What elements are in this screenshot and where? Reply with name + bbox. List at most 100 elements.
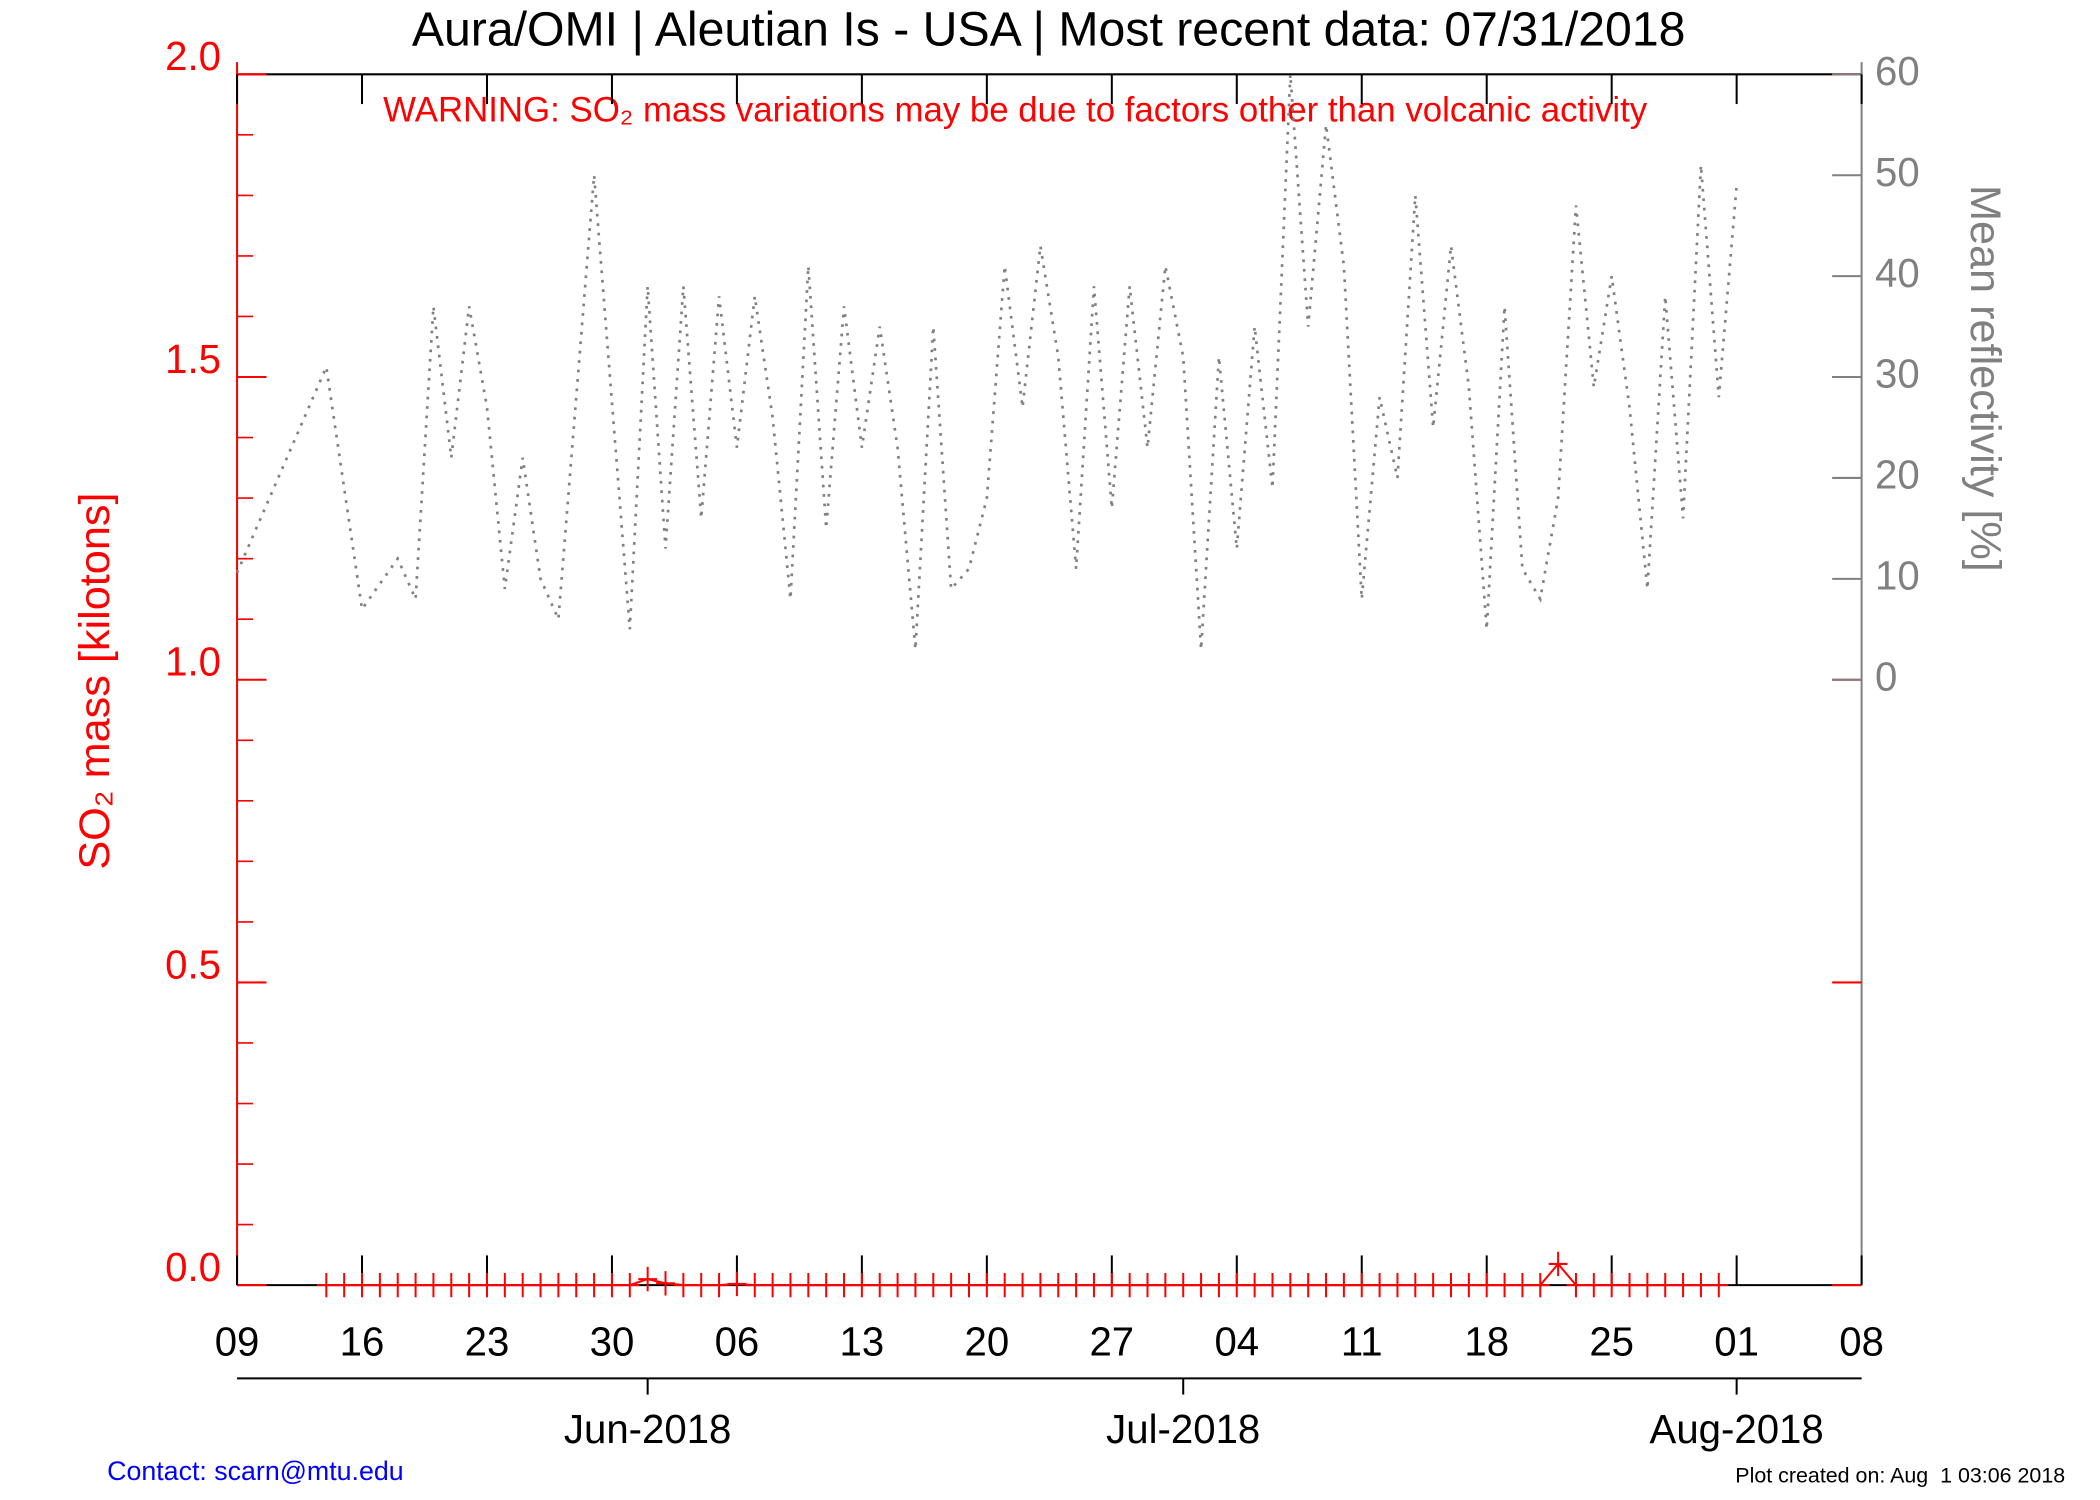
y-tick-label: 0.5 bbox=[165, 941, 221, 987]
plus-marker bbox=[709, 1272, 729, 1298]
x-tick-label: 13 bbox=[840, 1318, 885, 1364]
plus-marker bbox=[1513, 1272, 1532, 1298]
plus-marker bbox=[459, 1272, 479, 1298]
plus-marker bbox=[1388, 1272, 1407, 1298]
plus-marker bbox=[1173, 1272, 1193, 1298]
plus-marker bbox=[995, 1272, 1015, 1298]
y2-tick-label: 30 bbox=[1875, 351, 1920, 397]
plus-marker bbox=[1280, 1272, 1300, 1298]
plus-marker bbox=[1602, 1272, 1622, 1298]
plus-marker bbox=[620, 1272, 640, 1298]
plus-marker bbox=[1566, 1272, 1586, 1298]
plus-marker bbox=[1459, 1272, 1479, 1298]
plus-marker bbox=[691, 1272, 711, 1298]
plus-marker bbox=[1352, 1272, 1372, 1298]
y-axis-label: SO₂ mass [kilotons] bbox=[71, 492, 119, 869]
series-line bbox=[235, 74, 1738, 650]
plus-marker bbox=[424, 1272, 443, 1298]
plus-marker bbox=[816, 1272, 836, 1298]
month-label: Jul-2018 bbox=[1106, 1406, 1260, 1452]
plus-marker bbox=[1334, 1272, 1354, 1298]
y2-tick-label: 10 bbox=[1875, 552, 1920, 598]
plus-marker bbox=[1191, 1272, 1211, 1298]
plus-marker bbox=[852, 1272, 872, 1298]
x-tick-label: 18 bbox=[1464, 1318, 1509, 1364]
plus-marker bbox=[834, 1272, 854, 1298]
created-note: Plot created on: Aug 1 03:06 2018 bbox=[1735, 1464, 2065, 1488]
plus-marker bbox=[1155, 1272, 1175, 1298]
plus-marker bbox=[1673, 1272, 1693, 1298]
plus-marker bbox=[888, 1272, 907, 1298]
y2-tick-label: 40 bbox=[1875, 250, 1920, 296]
plus-marker bbox=[441, 1272, 461, 1298]
plus-marker bbox=[1138, 1272, 1157, 1298]
x-tick-label: 09 bbox=[215, 1318, 260, 1364]
plus-marker bbox=[1316, 1272, 1336, 1298]
x-tick-label: 08 bbox=[1839, 1318, 1884, 1364]
y2-tick-label: 50 bbox=[1875, 149, 1920, 195]
plus-marker bbox=[495, 1272, 515, 1298]
plus-marker bbox=[638, 1266, 658, 1292]
plus-marker bbox=[549, 1272, 568, 1298]
plus-marker bbox=[1691, 1272, 1711, 1298]
y2-tick-label: 0 bbox=[1875, 653, 1897, 699]
y2-tick-label: 60 bbox=[1875, 48, 1920, 94]
y-tick-label: 1.0 bbox=[165, 638, 221, 684]
plus-marker bbox=[906, 1272, 925, 1298]
plus-marker bbox=[531, 1272, 550, 1298]
plus-marker bbox=[1548, 1251, 1568, 1277]
plus-marker bbox=[513, 1272, 533, 1298]
plus-marker bbox=[316, 1272, 336, 1298]
plus-marker bbox=[1370, 1272, 1389, 1298]
plus-marker bbox=[334, 1272, 354, 1298]
y-tick-label: 0.0 bbox=[165, 1244, 221, 1290]
plus-marker bbox=[406, 1272, 425, 1298]
plus-marker bbox=[1620, 1272, 1639, 1298]
plus-marker bbox=[1530, 1272, 1550, 1298]
plus-marker bbox=[1013, 1272, 1032, 1298]
y2-axis-label: Mean reflectivity [%] bbox=[1961, 185, 2009, 572]
plus-marker bbox=[370, 1272, 390, 1298]
x-tick-label: 30 bbox=[590, 1318, 635, 1364]
plus-marker bbox=[1423, 1272, 1443, 1298]
plus-marker bbox=[388, 1272, 408, 1298]
plus-marker bbox=[1298, 1272, 1318, 1298]
x-tick-label: 04 bbox=[1214, 1318, 1259, 1364]
x-tick-label: 25 bbox=[1589, 1318, 1634, 1364]
x-tick-label: 11 bbox=[1341, 1318, 1383, 1364]
plus-marker bbox=[1263, 1272, 1282, 1298]
plus-marker bbox=[566, 1272, 586, 1298]
plus-marker bbox=[763, 1272, 782, 1298]
plus-marker bbox=[1227, 1272, 1247, 1298]
x-tick-label: 01 bbox=[1714, 1318, 1759, 1364]
plus-marker bbox=[798, 1272, 818, 1298]
plus-marker bbox=[1031, 1272, 1050, 1298]
plus-marker bbox=[1245, 1272, 1265, 1298]
warning: WARNING: SO₂ mass variations may be due … bbox=[383, 90, 1647, 129]
plus-marker bbox=[1048, 1272, 1068, 1298]
plus-marker bbox=[959, 1272, 979, 1298]
plus-marker bbox=[1495, 1272, 1514, 1298]
plus-marker bbox=[602, 1272, 622, 1298]
plus-marker bbox=[941, 1272, 961, 1298]
plus-marker bbox=[673, 1272, 693, 1298]
chart-title: Aura/OMI | Aleutian Is - USA | Most rece… bbox=[412, 2, 1686, 56]
plus-marker bbox=[1584, 1272, 1604, 1298]
plus-marker bbox=[1441, 1272, 1461, 1298]
y-tick-label: 2.0 bbox=[165, 33, 221, 79]
contact: Contact: scarn@mtu.edu bbox=[107, 1456, 404, 1486]
plus-marker bbox=[1709, 1272, 1729, 1298]
plus-marker bbox=[352, 1272, 372, 1298]
x-tick-label: 06 bbox=[715, 1318, 760, 1364]
plus-marker bbox=[923, 1272, 943, 1298]
y-tick-label: 1.5 bbox=[165, 336, 221, 382]
month-label: Aug-2018 bbox=[1650, 1406, 1824, 1452]
plus-marker bbox=[1066, 1272, 1086, 1298]
plus-marker bbox=[781, 1272, 800, 1298]
x-tick-label: 27 bbox=[1089, 1318, 1134, 1364]
plus-marker bbox=[1209, 1272, 1229, 1298]
plus-marker bbox=[1637, 1272, 1657, 1298]
plus-marker bbox=[656, 1271, 675, 1296]
plus-marker bbox=[1102, 1272, 1122, 1298]
